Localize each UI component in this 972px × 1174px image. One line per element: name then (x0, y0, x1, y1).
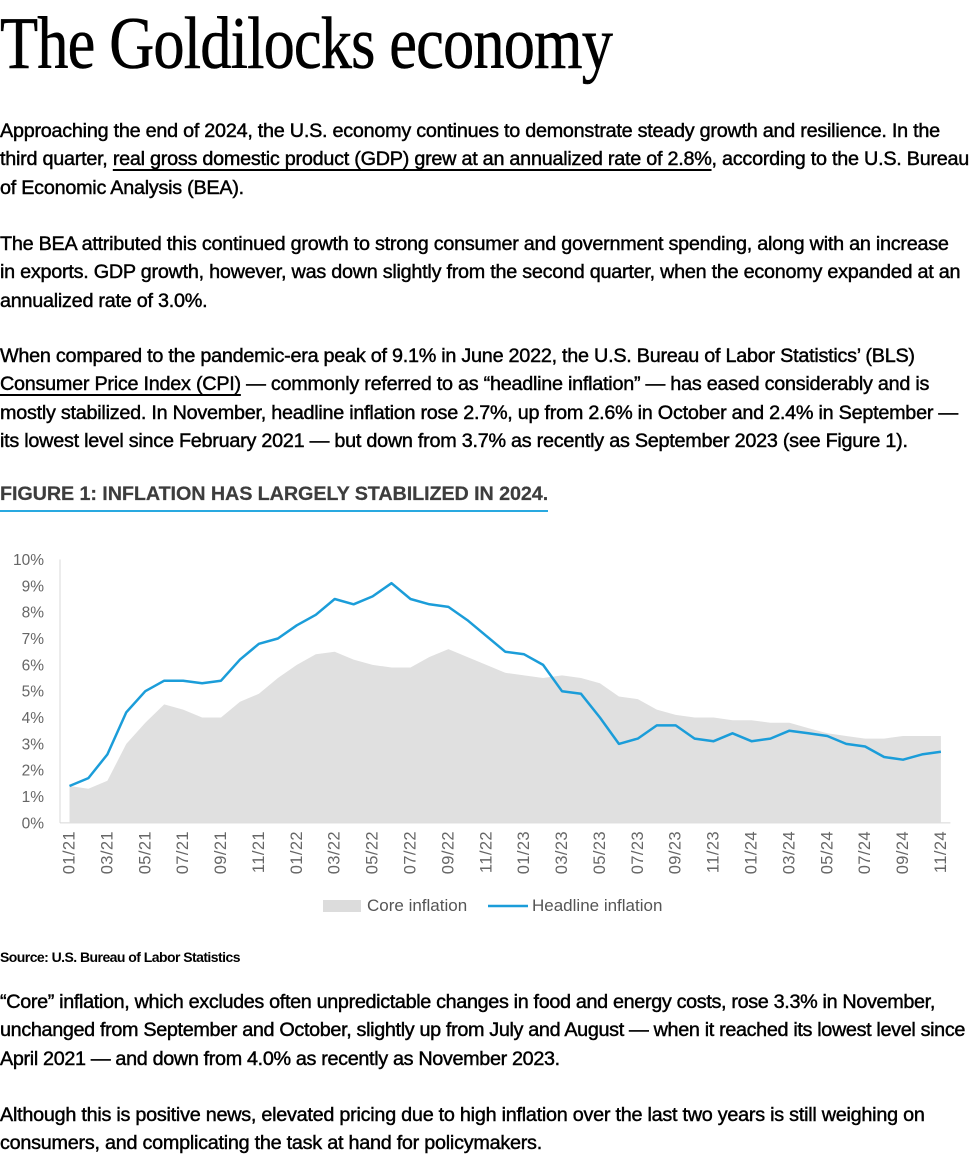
svg-text:2%: 2% (22, 763, 45, 780)
svg-text:11/24: 11/24 (932, 831, 950, 873)
svg-text:3%: 3% (22, 736, 45, 753)
svg-text:05/23: 05/23 (591, 831, 609, 874)
svg-text:09/22: 09/22 (439, 831, 457, 874)
svg-text:09/23: 09/23 (667, 831, 685, 874)
svg-text:11/21: 11/21 (250, 831, 268, 873)
svg-text:03/24: 03/24 (780, 831, 798, 874)
svg-text:01/24: 01/24 (743, 831, 761, 874)
svg-text:03/21: 03/21 (98, 831, 116, 874)
svg-text:9%: 9% (22, 578, 45, 595)
svg-text:01/23: 01/23 (515, 831, 533, 874)
svg-text:01/22: 01/22 (288, 831, 306, 874)
svg-text:07/22: 07/22 (402, 831, 420, 874)
svg-text:03/22: 03/22 (326, 831, 344, 874)
svg-text:07/21: 07/21 (174, 831, 192, 874)
svg-text:07/24: 07/24 (856, 831, 874, 874)
svg-text:1%: 1% (22, 789, 45, 806)
svg-text:Headline inflation: Headline inflation (532, 896, 662, 915)
svg-text:01/21: 01/21 (61, 831, 79, 874)
svg-text:Core inflation: Core inflation (367, 896, 467, 915)
svg-text:09/24: 09/24 (894, 831, 912, 874)
svg-text:11/23: 11/23 (705, 831, 723, 873)
svg-text:10%: 10% (13, 552, 44, 569)
svg-text:5%: 5% (22, 684, 45, 701)
svg-text:0%: 0% (22, 815, 45, 832)
svg-text:05/21: 05/21 (136, 831, 154, 874)
svg-text:07/23: 07/23 (629, 831, 647, 874)
svg-text:09/21: 09/21 (212, 831, 230, 874)
svg-text:8%: 8% (22, 605, 45, 622)
svg-text:05/24: 05/24 (818, 831, 836, 874)
svg-text:6%: 6% (22, 657, 45, 674)
svg-text:05/22: 05/22 (364, 831, 382, 874)
svg-text:03/23: 03/23 (553, 831, 571, 874)
svg-text:11/22: 11/22 (477, 831, 495, 873)
svg-text:4%: 4% (22, 710, 45, 727)
svg-text:7%: 7% (22, 631, 45, 648)
